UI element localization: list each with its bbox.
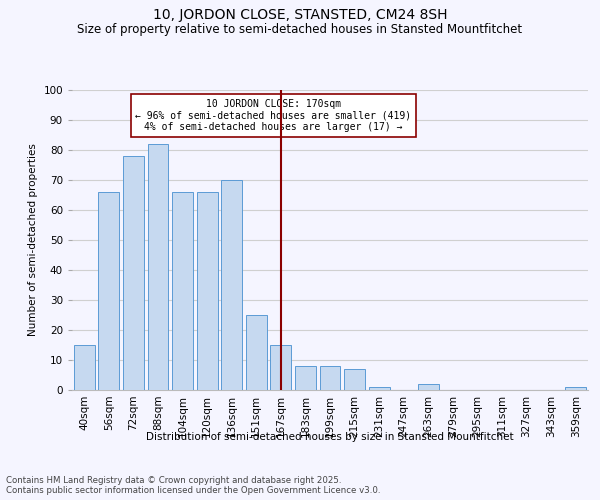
Bar xyxy=(172,192,193,390)
Bar xyxy=(197,192,218,390)
Bar xyxy=(418,384,439,390)
Bar xyxy=(123,156,144,390)
Bar xyxy=(565,387,586,390)
Bar xyxy=(74,345,95,390)
Text: 10 JORDON CLOSE: 170sqm
← 96% of semi-detached houses are smaller (419)
4% of se: 10 JORDON CLOSE: 170sqm ← 96% of semi-de… xyxy=(136,99,412,132)
Bar xyxy=(320,366,340,390)
Text: Contains HM Land Registry data © Crown copyright and database right 2025.
Contai: Contains HM Land Registry data © Crown c… xyxy=(6,476,380,495)
Bar xyxy=(368,387,389,390)
Bar xyxy=(221,180,242,390)
Text: Distribution of semi-detached houses by size in Stansted Mountfitchet: Distribution of semi-detached houses by … xyxy=(146,432,514,442)
Text: Size of property relative to semi-detached houses in Stansted Mountfitchet: Size of property relative to semi-detach… xyxy=(77,22,523,36)
Bar xyxy=(98,192,119,390)
Bar xyxy=(148,144,169,390)
Bar xyxy=(295,366,316,390)
Bar xyxy=(246,315,267,390)
Y-axis label: Number of semi-detached properties: Number of semi-detached properties xyxy=(28,144,38,336)
Text: 10, JORDON CLOSE, STANSTED, CM24 8SH: 10, JORDON CLOSE, STANSTED, CM24 8SH xyxy=(153,8,447,22)
Bar xyxy=(271,345,292,390)
Bar xyxy=(344,369,365,390)
